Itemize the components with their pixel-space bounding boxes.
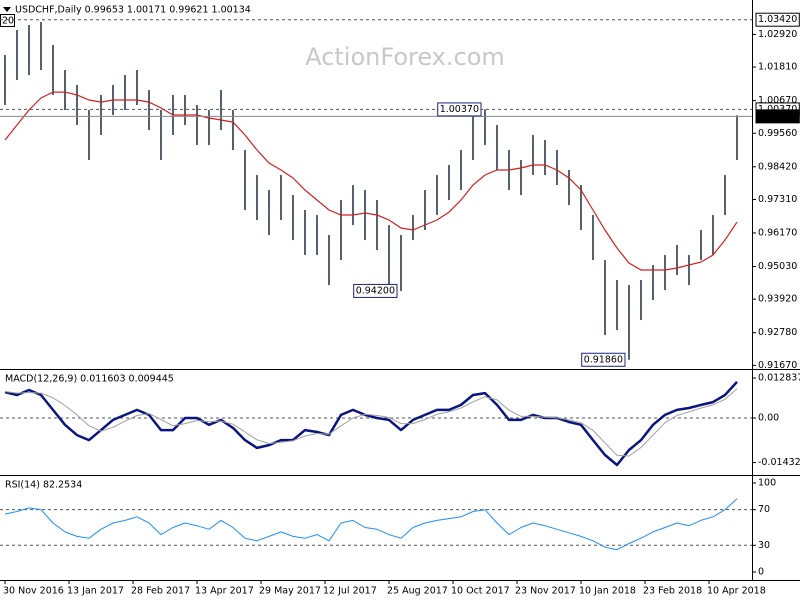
x-tick-label: 12 Jul 2017: [323, 586, 377, 597]
y-tick-label: 1.00670: [758, 95, 797, 106]
x-tick-label: 10 Apr 2018: [707, 586, 766, 597]
annotation: 1.00370: [440, 104, 479, 115]
x-tick-label: 23 Nov 2017: [515, 586, 576, 597]
annotation: 0.94200: [356, 285, 395, 296]
badge-box: [0, 14, 15, 27]
y-tick-label: 70: [758, 504, 770, 515]
y-tick-label: -0.014322: [758, 457, 800, 468]
rsi-title: RSI(14) 82.2534: [5, 480, 82, 491]
watermark: ActionForex.com: [305, 43, 505, 71]
current-price-label: 1.00134: [758, 111, 797, 122]
indicator-line: [4, 381, 738, 467]
y-tick-label: 0.93920: [758, 294, 797, 305]
label-box: [755, 12, 800, 27]
y-tick-label: 0.98420: [758, 161, 797, 172]
x-tick-label: 29 May 2017: [259, 586, 321, 597]
y-tick-label: 1.02920: [758, 29, 797, 40]
y-tick-label: 0.012837: [758, 373, 800, 384]
y-tick-label: 0.95030: [758, 261, 797, 272]
x-tick-label: 23 Feb 2018: [643, 586, 702, 597]
y-tick-label: 100: [758, 477, 776, 488]
annotation: 0.91860: [584, 354, 623, 365]
indicator-line: [4, 388, 738, 457]
y-tick-label: 0.96170: [758, 227, 797, 238]
level-label: 1.03420: [758, 14, 797, 25]
chart-title: USDCHF,Daily 0.99653 1.00171 0.99621 1.0…: [15, 5, 251, 16]
x-tick-label: 28 Feb 2017: [131, 586, 190, 597]
y-tick-label: 0.97310: [758, 194, 797, 205]
y-tick-label: 30: [758, 540, 770, 551]
x-tick-label: 13 Jan 2017: [67, 586, 124, 597]
macd-title: MACD(12,26,9) 0.011603 0.009445: [5, 374, 174, 385]
y-tick-label: 0.91670: [758, 360, 797, 371]
menu-arrow: [3, 7, 11, 12]
y-tick-label: 0: [758, 566, 764, 577]
x-tick-label: 10 Oct 2017: [451, 586, 510, 597]
y-tick-label: 0.92780: [758, 327, 797, 338]
x-tick-label: 13 Apr 2017: [195, 586, 254, 597]
y-tick-label: 0.99560: [758, 128, 797, 139]
y-tick-label: 0.00: [758, 412, 779, 423]
badge: 20: [2, 16, 14, 27]
x-tick-label: 30 Nov 2016: [3, 586, 64, 597]
moving-average: [4, 91, 738, 271]
x-tick-label: 10 Jan 2018: [579, 586, 636, 597]
label-box: [353, 283, 398, 298]
label-box: [581, 352, 626, 367]
x-tick-label: 25 Aug 2017: [387, 586, 448, 597]
label-box: [755, 109, 800, 124]
indicator-line: [4, 498, 738, 551]
y-tick-label: 1.01810: [758, 62, 797, 73]
label-box: [437, 102, 482, 117]
